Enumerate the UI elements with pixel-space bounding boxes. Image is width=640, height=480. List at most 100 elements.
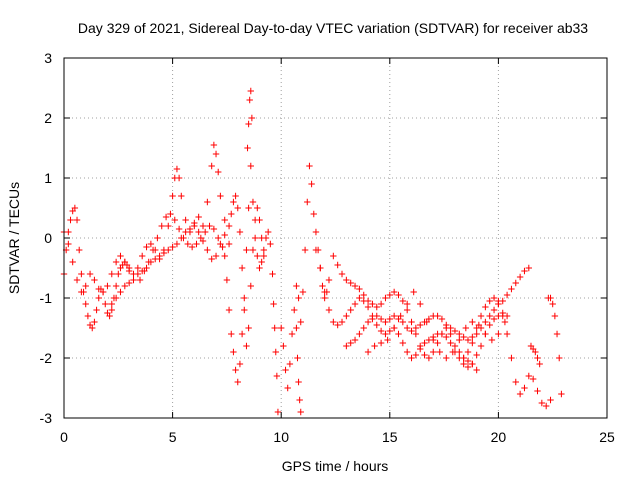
data-point xyxy=(149,246,157,254)
data-point xyxy=(297,318,304,326)
data-point xyxy=(488,336,496,344)
data-point xyxy=(251,234,259,242)
x-tick-label: 15 xyxy=(382,429,398,445)
data-point xyxy=(199,222,207,230)
data-point xyxy=(210,225,218,233)
data-point xyxy=(477,342,485,350)
data-point xyxy=(186,225,194,233)
data-point xyxy=(232,192,239,200)
series-track-16 xyxy=(495,300,554,410)
x-tick-label: 20 xyxy=(491,429,507,445)
data-point xyxy=(403,324,411,332)
data-point xyxy=(334,321,341,329)
data-point xyxy=(67,216,74,224)
data-point xyxy=(356,330,363,338)
data-point xyxy=(384,336,391,344)
data-point xyxy=(456,348,463,356)
data-point xyxy=(125,267,133,275)
data-point xyxy=(93,306,100,314)
data-point xyxy=(347,339,354,347)
grid xyxy=(64,58,607,418)
data-point xyxy=(310,210,317,218)
data-point xyxy=(321,288,328,296)
data-point xyxy=(274,408,282,416)
data-point xyxy=(158,222,165,230)
data-point xyxy=(382,318,389,326)
data-point xyxy=(364,318,372,326)
data-point xyxy=(169,243,176,251)
data-point xyxy=(269,270,276,278)
data-point xyxy=(191,222,198,230)
data-point xyxy=(338,318,346,326)
data-point xyxy=(230,348,237,356)
data-point xyxy=(532,348,539,356)
data-point xyxy=(408,354,415,362)
series-track-18 xyxy=(527,342,543,368)
series-track-1 xyxy=(60,204,133,332)
data-point xyxy=(456,336,463,344)
data-point xyxy=(397,312,404,320)
data-point xyxy=(547,396,554,404)
data-point xyxy=(319,282,326,290)
x-tick-label: 0 xyxy=(60,429,68,445)
data-point xyxy=(286,360,294,368)
data-point xyxy=(499,297,506,305)
data-point xyxy=(228,210,235,218)
data-point xyxy=(112,258,120,266)
data-point xyxy=(117,288,124,296)
x-axis-tick-labels: 0 5 10 15 20 25 xyxy=(60,429,615,445)
data-point xyxy=(408,318,415,326)
data-point xyxy=(556,354,563,362)
data-point xyxy=(417,321,424,329)
data-point xyxy=(443,354,450,362)
data-point xyxy=(312,228,320,236)
data-point xyxy=(451,342,459,350)
data-point xyxy=(382,330,389,338)
data-point xyxy=(477,312,485,320)
data-point xyxy=(125,279,133,287)
data-point xyxy=(278,324,285,332)
data-point xyxy=(390,312,398,320)
data-point xyxy=(399,339,407,347)
data-point xyxy=(351,336,359,344)
data-point xyxy=(356,294,363,302)
data-point xyxy=(495,330,502,338)
data-point xyxy=(208,162,215,170)
series-track-11 xyxy=(312,246,511,371)
data-point xyxy=(234,204,241,212)
data-point xyxy=(486,297,493,305)
data-point xyxy=(490,315,498,323)
data-point xyxy=(473,366,480,374)
axis-ticks xyxy=(63,57,608,419)
data-point xyxy=(490,294,498,302)
data-point xyxy=(221,216,228,224)
data-point xyxy=(219,243,226,251)
data-point xyxy=(304,198,311,206)
data-point xyxy=(225,240,233,248)
data-point xyxy=(210,141,218,149)
data-point xyxy=(169,192,176,200)
data-point xyxy=(247,282,254,290)
series-track-10 xyxy=(293,324,304,416)
data-point xyxy=(69,258,76,266)
data-point xyxy=(347,306,354,314)
y-tick-label: 2 xyxy=(44,110,52,126)
data-point xyxy=(246,96,253,104)
data-point xyxy=(165,246,172,254)
series-track-7 xyxy=(244,87,256,152)
data-point xyxy=(464,348,472,356)
data-point xyxy=(71,204,79,212)
data-point xyxy=(89,324,96,332)
data-point xyxy=(386,291,393,299)
data-point xyxy=(78,288,85,296)
data-point xyxy=(386,315,393,323)
data-point xyxy=(236,228,244,236)
data-point xyxy=(238,330,246,338)
data-point xyxy=(232,366,239,374)
data-point xyxy=(193,240,200,248)
data-point xyxy=(264,228,272,236)
data-point xyxy=(206,222,213,230)
data-point xyxy=(223,276,231,284)
data-point xyxy=(312,246,320,254)
series-track-4 xyxy=(136,210,226,284)
